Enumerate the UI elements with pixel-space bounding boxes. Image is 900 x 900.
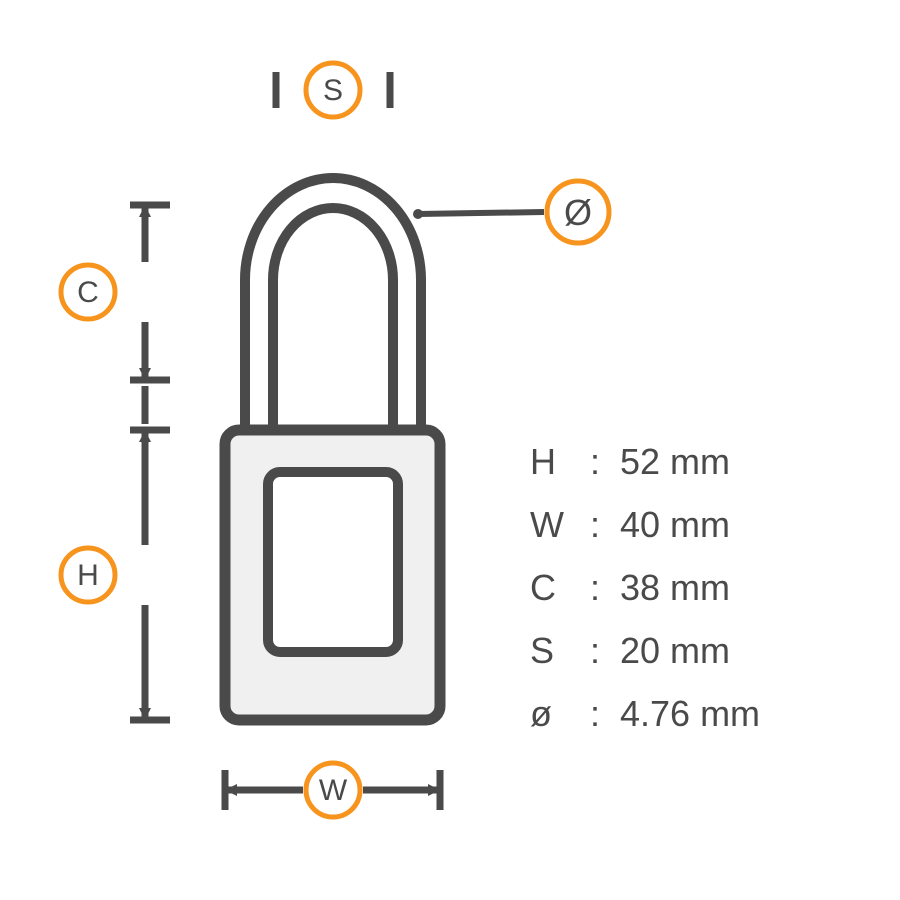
label-diameter: Ø bbox=[547, 181, 609, 243]
label-W: W bbox=[306, 763, 360, 817]
spec-colon: : bbox=[590, 682, 620, 745]
spec-colon: : bbox=[590, 556, 620, 619]
spec-colon: : bbox=[590, 493, 620, 556]
spec-key: ø bbox=[530, 682, 590, 745]
spec-key: H bbox=[530, 430, 590, 493]
spec-row-W: W : 40 mm bbox=[530, 493, 760, 556]
spec-key: S bbox=[530, 619, 590, 682]
spec-colon: : bbox=[590, 430, 620, 493]
svg-text:C: C bbox=[77, 276, 99, 309]
svg-text:W: W bbox=[319, 774, 348, 807]
spec-key: C bbox=[530, 556, 590, 619]
dimension-C bbox=[130, 205, 170, 380]
padlock-shackle bbox=[245, 178, 421, 432]
spec-value: 52 mm bbox=[620, 430, 730, 493]
padlock-inner-panel bbox=[268, 472, 398, 652]
spec-key: W bbox=[530, 493, 590, 556]
svg-text:S: S bbox=[323, 74, 343, 107]
label-H: H bbox=[61, 548, 115, 602]
spec-value: 40 mm bbox=[620, 493, 730, 556]
diagram-canvas: S C H W Ø H : 52 mm W : 40 mm C : 38 mm … bbox=[0, 0, 900, 900]
spec-row-H: H : 52 mm bbox=[530, 430, 760, 493]
spec-value: 4.76 mm bbox=[620, 682, 760, 745]
spec-value: 20 mm bbox=[620, 619, 730, 682]
spec-row-S: S : 20 mm bbox=[530, 619, 760, 682]
dimension-diameter bbox=[413, 209, 544, 219]
label-S: S bbox=[306, 63, 360, 117]
label-C: C bbox=[61, 265, 115, 319]
padlock-diagram-svg: S C H W Ø bbox=[0, 0, 900, 900]
spec-list: H : 52 mm W : 40 mm C : 38 mm S : 20 mm … bbox=[530, 430, 760, 745]
spec-value: 38 mm bbox=[620, 556, 730, 619]
spec-row-C: C : 38 mm bbox=[530, 556, 760, 619]
spec-row-diameter: ø : 4.76 mm bbox=[530, 682, 760, 745]
spec-colon: : bbox=[590, 619, 620, 682]
svg-text:H: H bbox=[77, 559, 99, 592]
dimension-H bbox=[130, 430, 170, 720]
svg-text:Ø: Ø bbox=[564, 192, 592, 233]
